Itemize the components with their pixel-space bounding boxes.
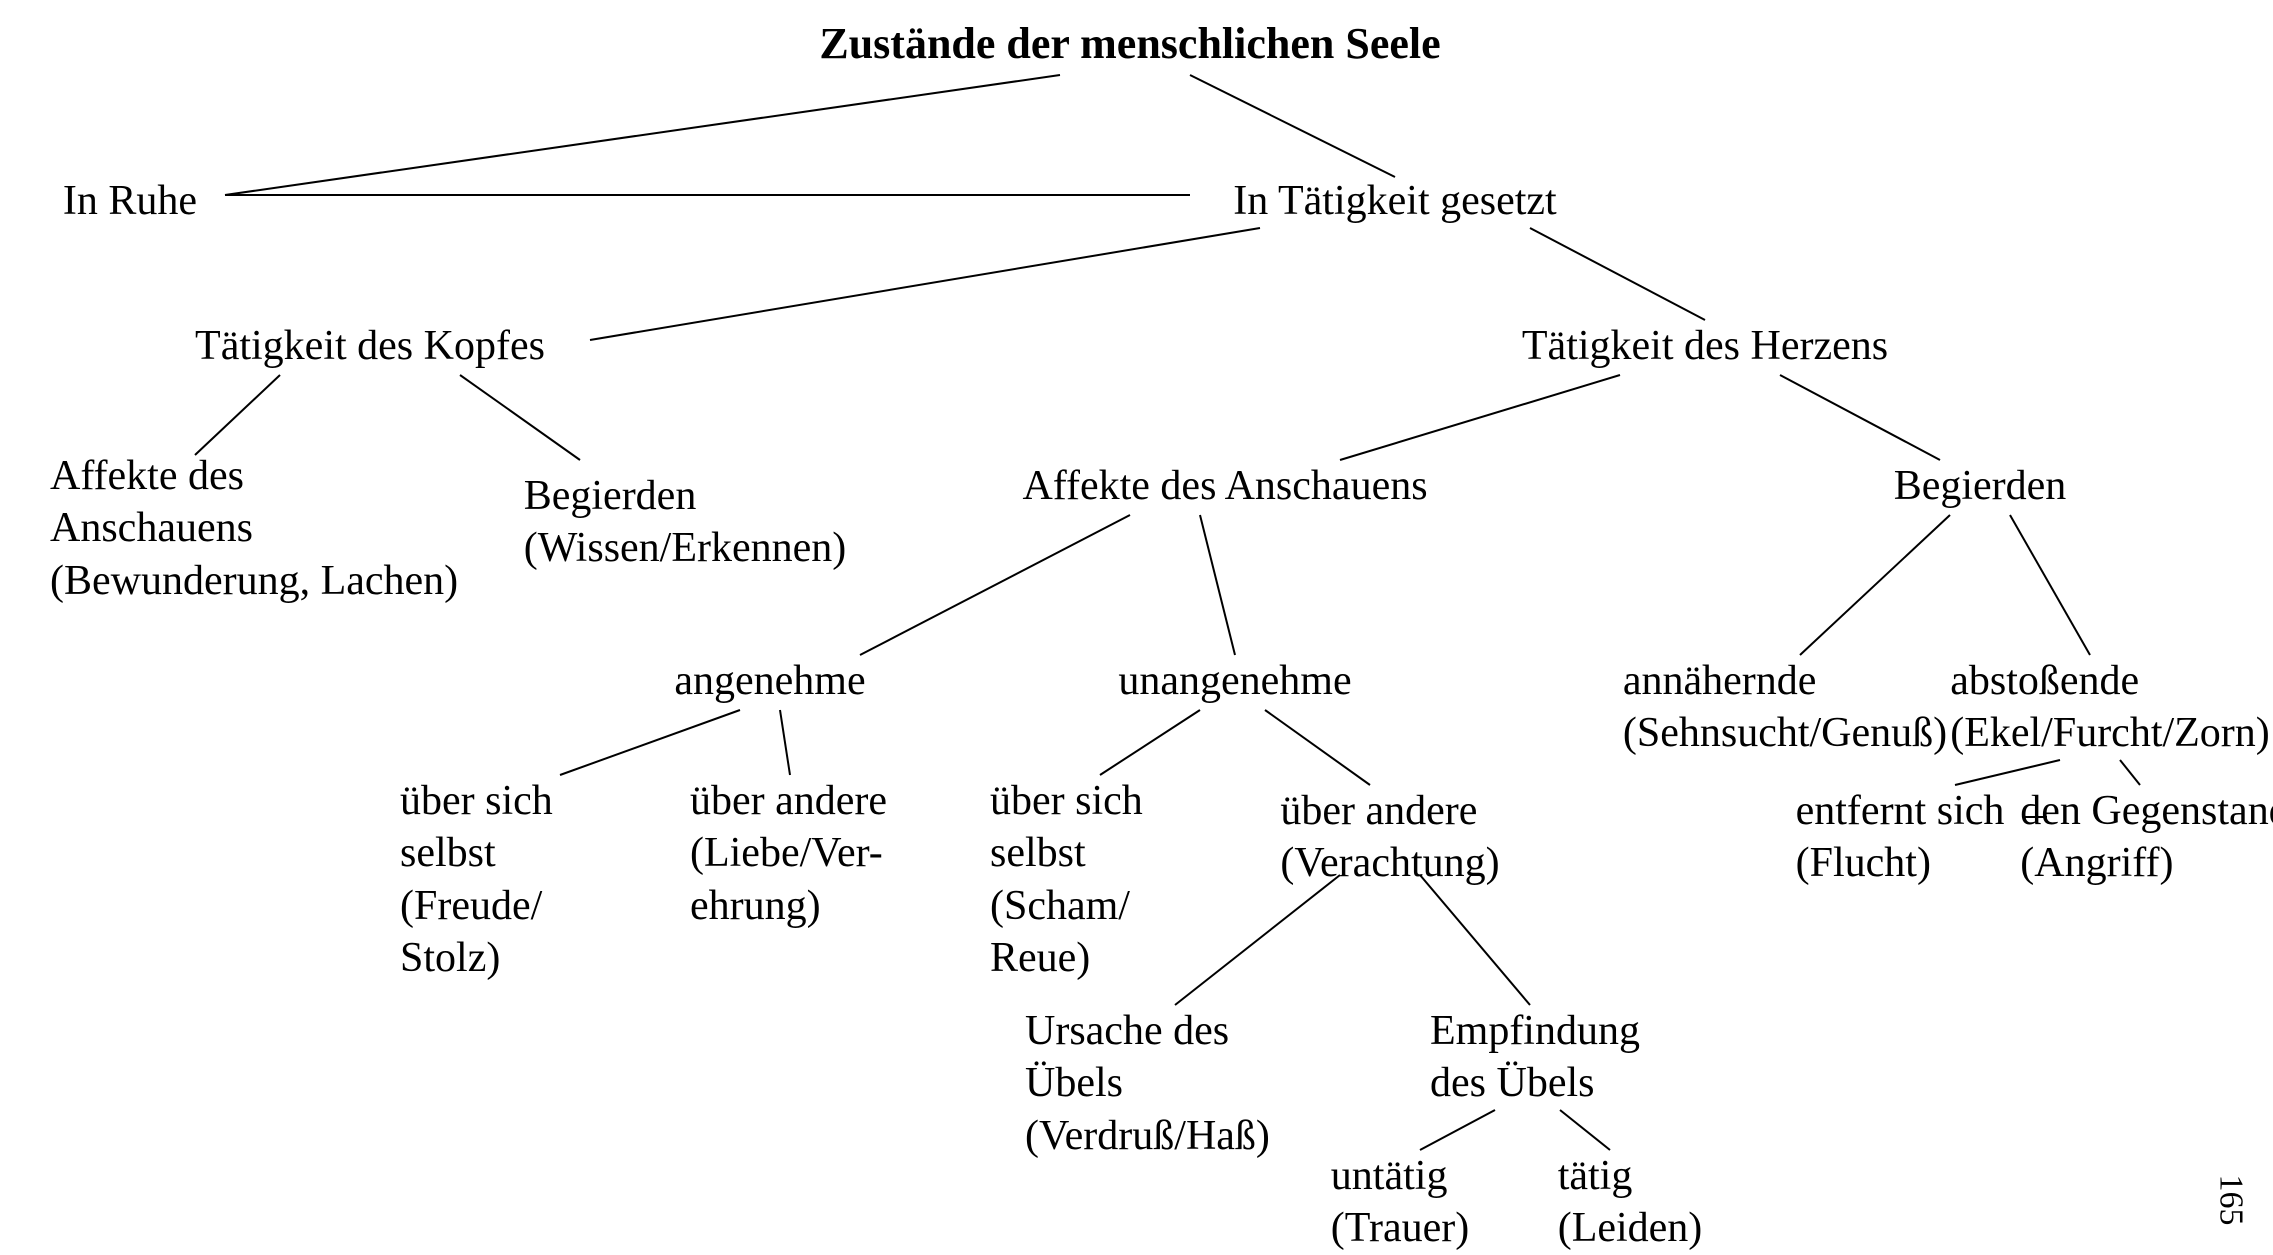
edge-herzAff-angenehm [860, 515, 1130, 655]
node-annaeh: annähernde (Sehnsucht/Genuß) [1623, 655, 1947, 760]
node-herzAff: Affekte des Anschauens [1022, 460, 1427, 513]
edge-unOther-empf [1420, 875, 1530, 1005]
node-unangenehm: unangenehme [1118, 655, 1351, 708]
edge-angenehm-angOther [780, 710, 790, 775]
edge-herz-herzAff [1340, 375, 1620, 460]
node-ursache: Ursache des Übels (Verdruß/Haß) [1025, 1005, 1270, 1163]
node-title: Zustände der menschlichen Seele [819, 16, 1440, 71]
node-kopf: Tätigkeit des Kopfes [195, 320, 545, 373]
edge-herzBeg-abstoss [2010, 515, 2090, 655]
node-empf: Empfindung des Übels [1430, 1005, 1640, 1110]
node-kopfBeg: Begierden (Wissen/Erkennen) [524, 470, 847, 575]
edge-abstoss-entfernt [1955, 760, 2060, 785]
edge-herzBeg-annaeh [1800, 515, 1950, 655]
edge-kopf-kopfBeg [460, 375, 580, 460]
edge-title-inTaet [1190, 75, 1395, 177]
edge-angenehm-angSelf [560, 710, 740, 775]
edge-herz-herzBeg [1780, 375, 1940, 460]
tree-diagram: Zustände der menschlichen Seele In Ruhe In… [0, 0, 2273, 1252]
node-pagenum: 165 [2209, 1175, 2252, 1226]
edge-kopf-kopfAff [195, 375, 280, 455]
node-angSelf: über sich selbst (Freude/ Stolz) [400, 775, 553, 985]
node-herzBeg: Begierden [1894, 460, 2067, 513]
node-abstoss: abstoßende (Ekel/Furcht/Zorn) [1950, 655, 2270, 760]
edge-unangenehm-unSelf [1100, 710, 1200, 775]
edge-unOther-ursache [1175, 875, 1340, 1005]
edge-abstoss-gegenst [2120, 760, 2140, 785]
edge-herzAff-unangenehm [1200, 515, 1235, 655]
node-inTaet: In Tätigkeit gesetzt [1233, 175, 1556, 228]
node-angOther: über andere (Liebe/Ver- ehrung) [690, 775, 887, 933]
edge-title-inRuhe [225, 75, 1060, 195]
edge-unangenehm-unOther [1265, 710, 1370, 785]
node-taetig: tätig (Leiden) [1558, 1150, 1703, 1255]
edge-empf-taetig [1560, 1110, 1610, 1150]
separator-dash [2023, 816, 2047, 818]
node-entfernt: entfernt sich (Flucht) [1796, 785, 2005, 890]
node-unSelf: über sich selbst (Scham/ Reue) [990, 775, 1143, 985]
node-unOther: über andere (Verachtung) [1280, 785, 1499, 890]
node-untaetig: untätig (Trauer) [1331, 1150, 1469, 1255]
edge-inTaet-kopf [590, 228, 1260, 340]
edge-empf-untaetig [1420, 1110, 1495, 1150]
node-kopfAff: Affekte des Anschauens (Bewunderung, Lac… [50, 450, 458, 608]
edge-inTaet-herz [1530, 228, 1705, 320]
node-herz: Tätigkeit des Herzens [1522, 320, 1888, 373]
node-inRuhe: In Ruhe [63, 175, 197, 228]
node-angenehm: angenehme [674, 655, 865, 708]
node-gegenst: den Gegenstand (Angriff) [2020, 785, 2273, 890]
